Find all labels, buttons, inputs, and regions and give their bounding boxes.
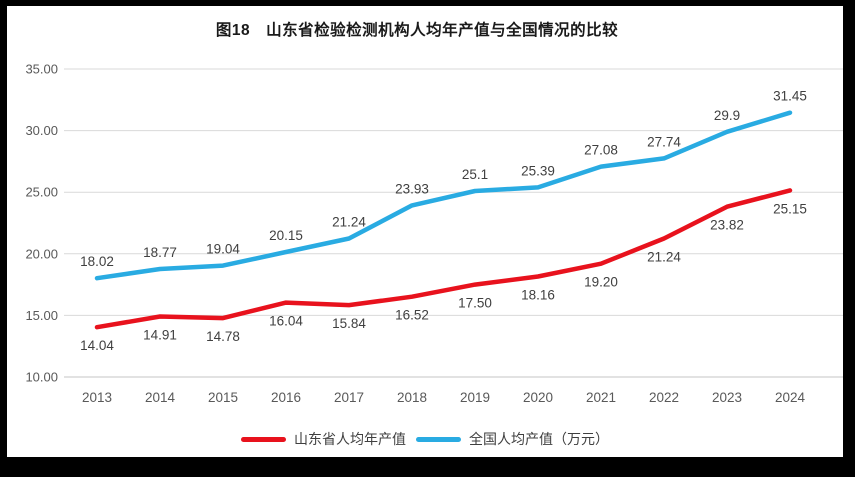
data-label: 14.78	[206, 329, 240, 344]
x-tick-label: 2018	[397, 390, 427, 405]
data-label: 21.24	[332, 215, 366, 230]
series-line-national	[94, 110, 793, 281]
y-tick-label: 30.00	[25, 123, 58, 138]
x-tick-label: 2014	[145, 390, 176, 405]
x-tick-label: 2016	[271, 390, 301, 405]
data-label: 25.15	[773, 201, 807, 216]
x-tick-label: 2024	[775, 390, 806, 405]
legend-line-swatch-blue	[416, 436, 461, 442]
legend-label-shandong: 山东省人均年产值	[294, 431, 406, 447]
data-label: 23.93	[395, 181, 429, 196]
data-label: 25.39	[521, 163, 555, 178]
data-label: 14.91	[143, 328, 177, 343]
data-label: 27.08	[584, 143, 618, 158]
y-tick-label: 15.00	[25, 308, 58, 323]
data-label: 15.84	[332, 316, 366, 331]
legend-item-national: 全国人均产值（万元）	[416, 429, 609, 449]
x-tick-label: 2013	[82, 390, 112, 405]
chart-canvas: 图18 山东省检验检测机构人均年产值与全国情况的比较 10.00 15.00 20.…	[7, 6, 843, 457]
data-label: 16.04	[269, 314, 303, 329]
data-label: 18.16	[521, 287, 555, 302]
y-tick-label: 25.00	[25, 185, 58, 200]
data-label: 18.77	[143, 245, 177, 260]
data-label: 21.24	[647, 250, 681, 265]
x-tick-label: 2019	[460, 390, 490, 405]
y-tick-label: 35.00	[25, 62, 58, 77]
data-label: 16.52	[395, 308, 429, 323]
series-line-shandong	[94, 188, 793, 330]
data-label: 25.1	[462, 167, 488, 182]
data-label: 18.02	[80, 254, 114, 269]
x-tick-label: 2021	[586, 390, 616, 405]
data-label: 29.9	[714, 108, 740, 123]
data-label: 19.04	[206, 242, 240, 257]
chart-title: 图18 山东省检验检测机构人均年产值与全国情况的比较	[215, 22, 619, 39]
x-tick-label: 2015	[208, 390, 238, 405]
x-tick-label: 2022	[649, 390, 679, 405]
data-label: 20.15	[269, 228, 303, 243]
data-label: 27.74	[647, 134, 681, 149]
y-tick-label: 10.00	[25, 370, 58, 385]
x-tick-label: 2017	[334, 390, 364, 405]
x-tick-label: 2023	[712, 390, 742, 405]
legend-item-shandong: 山东省人均年产值	[241, 429, 406, 449]
x-tick-label: 2020	[523, 390, 553, 405]
legend-line-swatch-red	[241, 436, 286, 442]
legend-label-national: 全国人均产值（万元）	[469, 431, 609, 447]
data-label: 23.82	[710, 218, 744, 233]
data-label: 31.45	[773, 89, 807, 104]
y-tick-label: 20.00	[25, 246, 58, 261]
data-label: 17.50	[458, 296, 492, 311]
chart-legend: 山东省人均年产值 全国人均产值（万元）	[7, 429, 843, 449]
data-label: 14.04	[80, 338, 114, 353]
data-label: 19.20	[584, 275, 618, 290]
line-chart: 10.00 15.00 20.00 25.00 30.00 35.00 2013 2014 20…	[25, 62, 843, 405]
